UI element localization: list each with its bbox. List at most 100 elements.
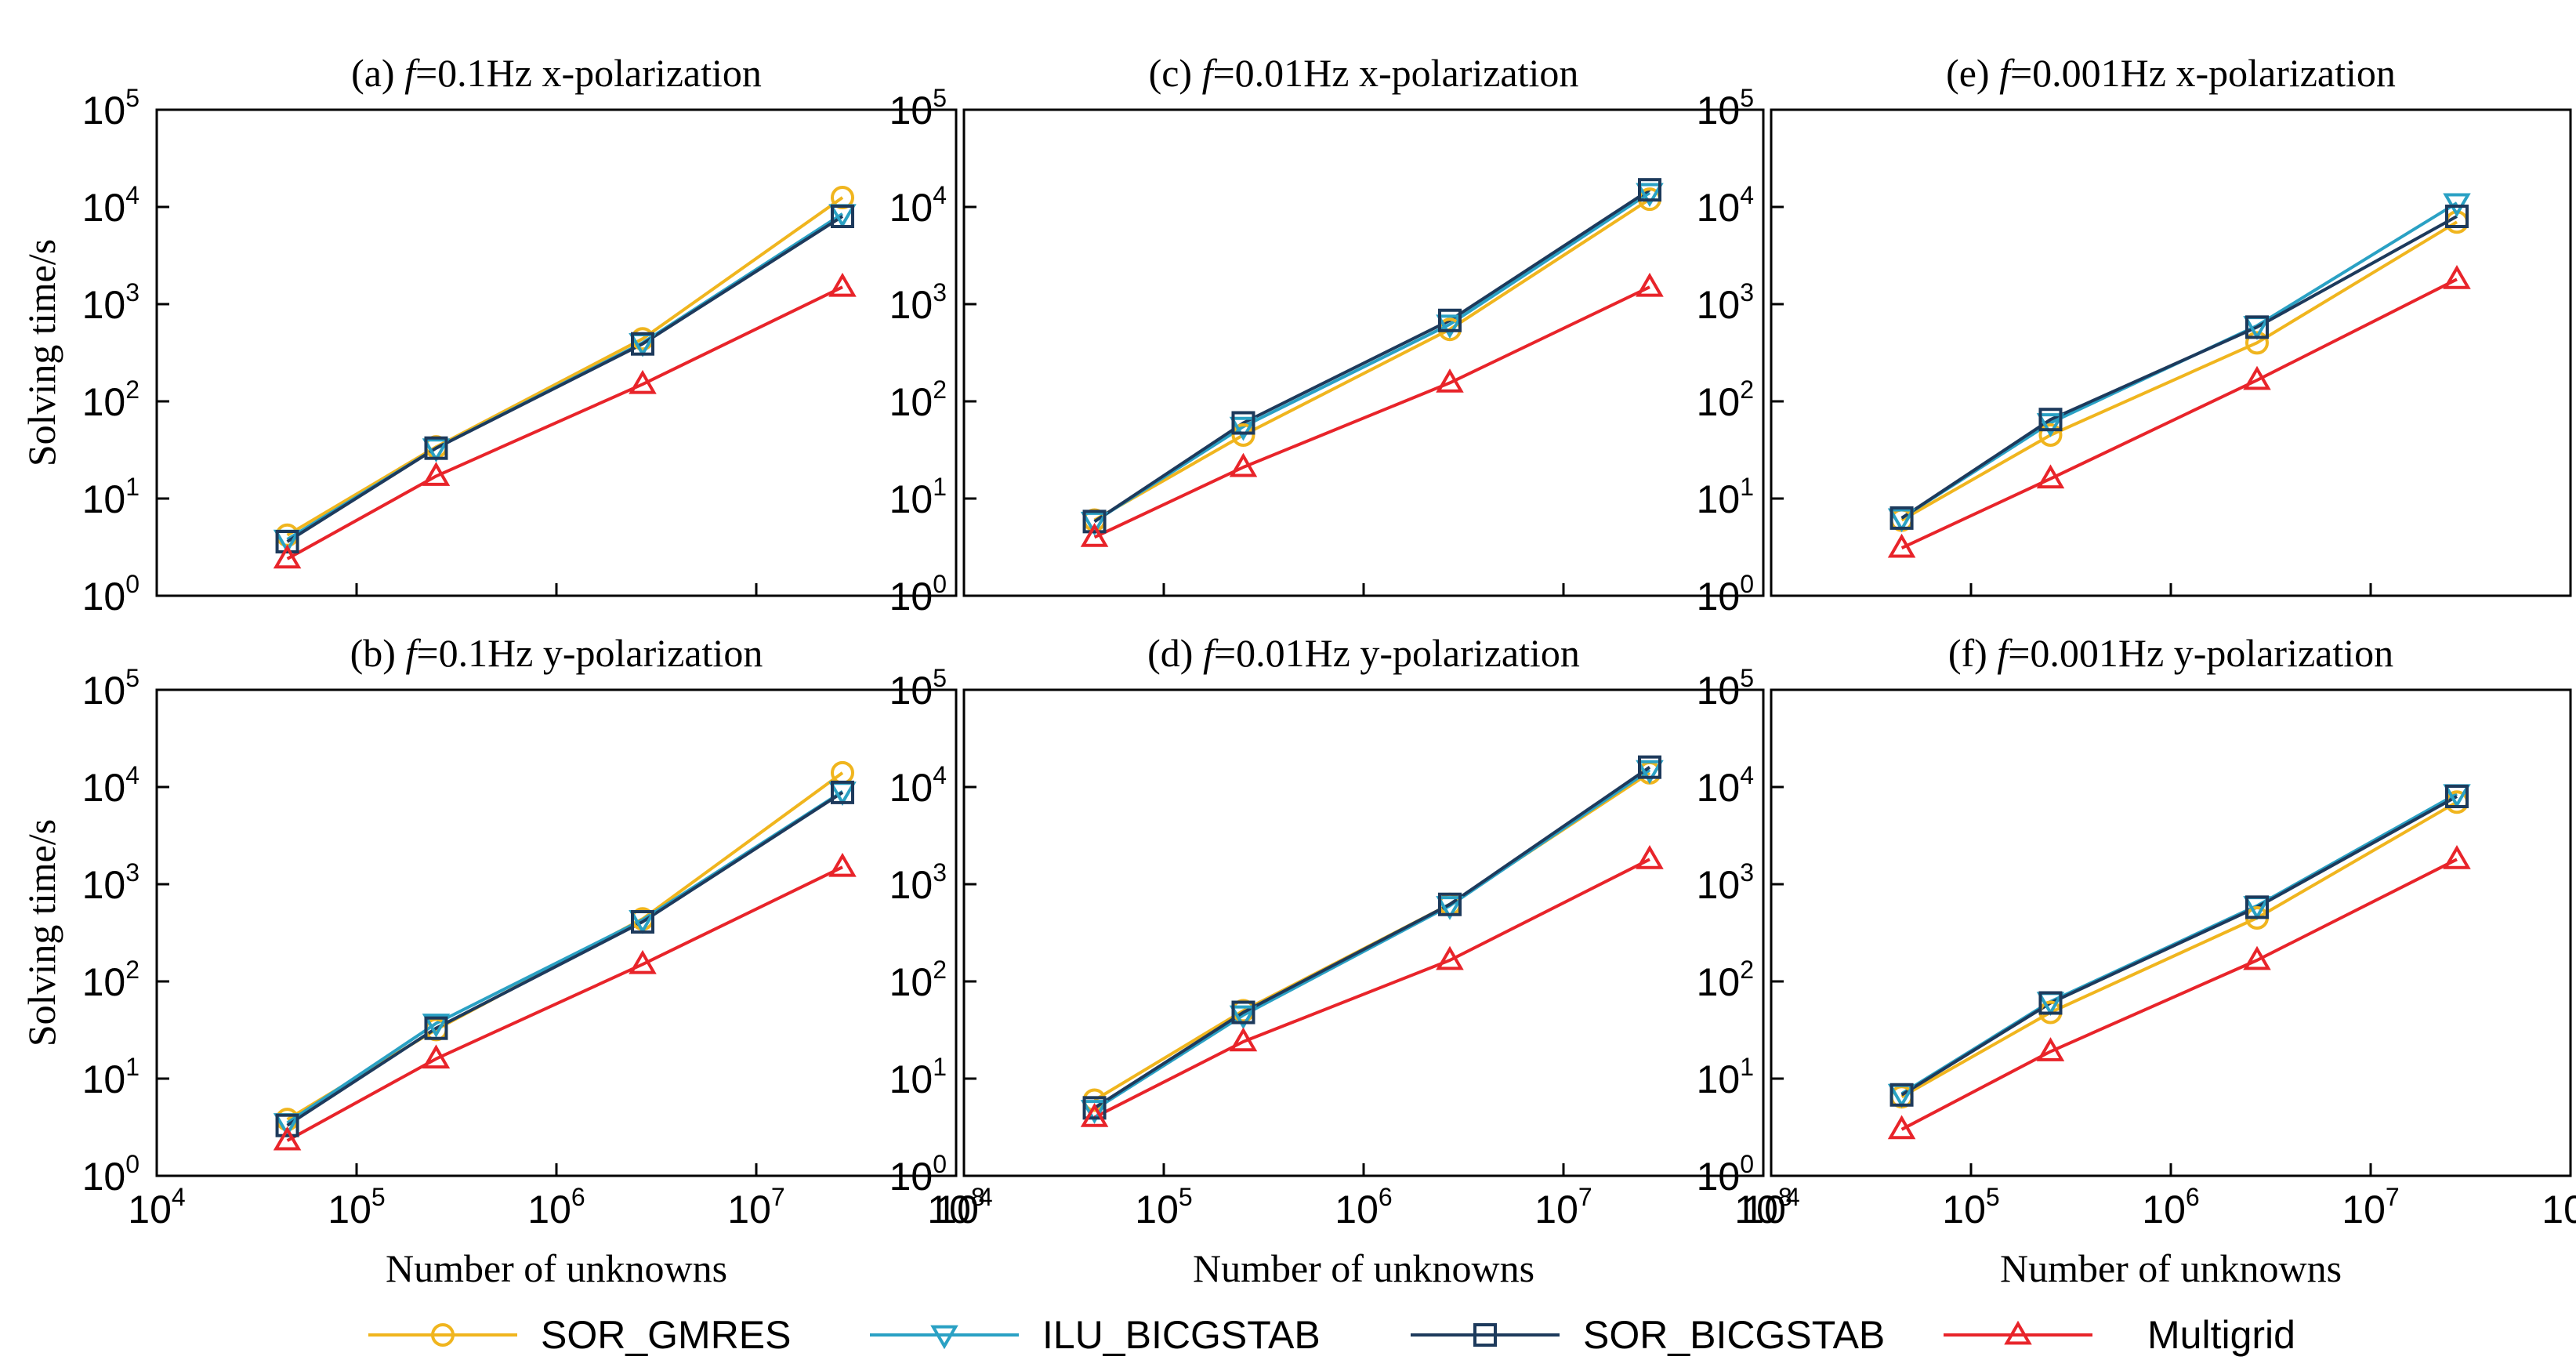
series-line-multigrid	[1900, 858, 2458, 1131]
data-point-sor-bicgstab	[630, 332, 654, 356]
data-point-multigrid	[273, 544, 302, 569]
series-line-sor-gmres	[286, 196, 844, 537]
legend-item-ilu-bicgstab: ILU_BICGSTAB	[870, 1313, 1321, 1357]
series-line-sor-gmres	[1900, 800, 2458, 1098]
plot-frame	[155, 688, 958, 1177]
y-tick-label: 102	[889, 375, 947, 424]
y-tick-label: 100	[82, 1150, 139, 1199]
data-point-ilu-bicgstab	[1636, 183, 1664, 208]
data-point-sor-gmres	[2244, 331, 2269, 355]
data-point-multigrid	[422, 1044, 451, 1069]
x-tick-label: 104	[935, 1183, 992, 1231]
data-point-sor-bicgstab	[2038, 991, 2063, 1015]
series-line-multigrid	[1093, 285, 1650, 539]
data-point-multigrid	[1887, 1115, 1916, 1140]
legend-marker	[2004, 1320, 2032, 1345]
y-tick-label: 105	[82, 84, 139, 132]
x-axis-label: Number of unknowns	[386, 1246, 727, 1290]
data-point-multigrid	[2243, 365, 2271, 390]
y-tick-label: 105	[1697, 664, 1754, 713]
y-tick-label: 105	[889, 84, 947, 132]
data-point-sor-gmres	[1231, 423, 1255, 448]
data-point-multigrid	[2443, 845, 2471, 869]
y-tick-label: 100	[889, 1150, 947, 1199]
y-axis-label: Solving time/s	[20, 819, 63, 1046]
data-point-sor-bicgstab	[1437, 308, 1462, 332]
data-point-multigrid	[2036, 464, 2065, 489]
y-tick-label: 105	[1697, 84, 1754, 132]
data-point-multigrid	[1080, 1103, 1109, 1127]
x-tick-label: 108	[927, 1183, 984, 1231]
y-tick-label: 103	[1697, 278, 1754, 327]
data-point-ilu-bicgstab	[2443, 193, 2471, 218]
y-tick-label: 100	[1697, 570, 1754, 618]
data-point-sor-bicgstab	[2444, 785, 2469, 809]
data-point-sor-bicgstab	[830, 780, 854, 804]
data-point-sor-gmres	[2038, 423, 2063, 448]
data-point-sor-bicgstab	[1082, 1096, 1107, 1120]
data-point-multigrid	[2036, 1037, 2065, 1061]
y-tick-label: 101	[1697, 473, 1754, 521]
panel-title: (d) f=0.01Hz y-polarization	[1147, 631, 1580, 675]
data-point-multigrid	[629, 949, 657, 974]
y-tick-label: 104	[889, 181, 947, 230]
data-point-ilu-bicgstab	[1436, 896, 1464, 920]
x-tick-label: 107	[727, 1183, 784, 1231]
data-point-ilu-bicgstab	[2036, 413, 2065, 437]
x-tick-label: 104	[1742, 1183, 1799, 1231]
data-point-sor-bicgstab	[275, 530, 299, 554]
y-tick-label: 104	[82, 181, 139, 230]
y-tick-label: 105	[82, 664, 139, 713]
data-point-multigrid	[1436, 368, 1464, 393]
x-tick-label: 105	[1135, 1183, 1192, 1231]
data-point-ilu-bicgstab	[1080, 511, 1109, 536]
series-line-sor-bicgstab	[1900, 795, 2458, 1097]
data-point-ilu-bicgstab	[1080, 1100, 1109, 1124]
y-axis-label: Solving time/s	[20, 239, 63, 466]
legend-marker	[431, 1323, 455, 1347]
x-axis-label: Number of unknowns	[2000, 1246, 2342, 1290]
x-tick-label: 107	[2342, 1183, 2399, 1231]
y-tick-label: 101	[82, 473, 139, 521]
data-point-multigrid	[2243, 945, 2271, 970]
data-point-sor-bicgstab	[830, 205, 854, 229]
data-point-ilu-bicgstab	[1636, 760, 1664, 785]
y-tick-label: 101	[82, 1053, 139, 1101]
legend-marker	[930, 1325, 958, 1350]
data-point-multigrid	[1636, 845, 1664, 869]
series-line-sor-bicgstab	[1093, 188, 1651, 523]
data-point-sor-bicgstab	[1437, 892, 1462, 916]
data-point-multigrid	[828, 272, 857, 297]
data-point-sor-bicgstab	[1889, 1083, 1914, 1107]
x-tick-label: 108	[1734, 1183, 1792, 1231]
y-tick-label: 103	[1697, 858, 1754, 907]
data-point-multigrid	[1887, 533, 1916, 558]
x-tick-label: 105	[328, 1183, 385, 1231]
panel-f: (f) f=0.001Hz y-polarization 100 101 102 103…	[1697, 631, 2576, 1290]
y-tick-label: 103	[889, 858, 947, 907]
y-tick-label: 102	[82, 375, 139, 424]
data-point-sor-bicgstab	[1637, 178, 1661, 202]
data-point-sor-bicgstab	[1889, 506, 1914, 530]
y-tick-label: 102	[1697, 956, 1754, 1004]
data-point-multigrid	[273, 1126, 302, 1151]
data-point-sor-bicgstab	[424, 1016, 448, 1040]
legend-marker	[1473, 1323, 1497, 1347]
series-line-ilu-bicgstab	[286, 790, 844, 1125]
x-tick-label: 107	[1534, 1183, 1592, 1231]
y-tick-label: 104	[1697, 761, 1754, 810]
y-tick-label: 101	[1697, 1053, 1754, 1101]
series-line-ilu-bicgstab	[1093, 768, 1651, 1112]
series-line-sor-bicgstab	[286, 791, 844, 1127]
y-tick-label: 101	[889, 1053, 947, 1101]
data-point-sor-bicgstab	[630, 910, 654, 934]
legend-item-multigrid: Multigrid	[1944, 1313, 2295, 1357]
series-line-sor-bicgstab	[286, 215, 844, 543]
data-point-ilu-bicgstab	[422, 438, 451, 462]
data-point-multigrid	[422, 462, 451, 486]
data-point-sor-bicgstab	[2244, 895, 2269, 919]
data-point-ilu-bicgstab	[1229, 416, 1258, 441]
y-tick-label: 100	[1697, 1150, 1754, 1199]
data-point-sor-bicgstab	[275, 1113, 299, 1137]
panel-c: (c) f=0.01Hz x-polarization 100 101 102 103 1…	[889, 51, 1765, 618]
